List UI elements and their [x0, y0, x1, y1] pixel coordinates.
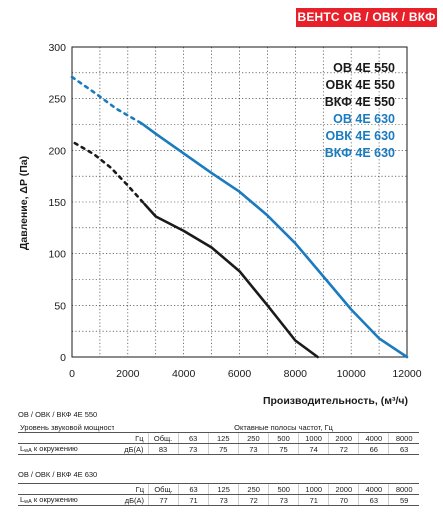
hz-unit: Гц: [114, 432, 148, 444]
y-tick-label: 150: [48, 197, 66, 209]
freq-header: 8000: [388, 432, 419, 444]
series-line-630-dashed: [70, 75, 144, 125]
noise-table-630: Гц Общ. 63 125 250 500 1000 2000 4000 80…: [18, 483, 419, 506]
y-tick-label: 250: [48, 94, 66, 106]
table-550-title: ОВ / ОВК / ВКФ 4E 550: [18, 410, 98, 419]
table-cell: 73: [177, 443, 209, 455]
x-tick-labels: 0 2000 4000 6000 8000 10000 12000: [69, 368, 422, 380]
table-cell: 75: [267, 443, 299, 455]
table-cell: 71: [298, 494, 329, 506]
freq-header: 63: [178, 483, 209, 495]
table-cell: 70: [328, 494, 359, 506]
noise-table-550: Уровень звуковой мощности Октавные полос…: [18, 422, 419, 455]
x-tick-label: 4000: [172, 368, 196, 380]
y-tick-labels: 0 50 100 150 200 250 300: [48, 42, 66, 364]
y-tick-label: 0: [60, 352, 66, 364]
table-cell: 77: [147, 494, 179, 506]
total-header: Общ.: [147, 483, 179, 495]
table-cell: 71: [178, 494, 209, 506]
table-630-title: ОВ / ОВК / ВКФ 4E 630: [18, 470, 98, 479]
y-tick-label: 100: [48, 249, 66, 261]
x-tick-label: 12000: [392, 368, 421, 380]
freq-header: 250: [237, 432, 269, 444]
table-cell: 73: [268, 494, 299, 506]
lwa-label: LwA к окружению: [18, 494, 114, 506]
table-cell: 63: [388, 443, 419, 455]
row-label: Уровень звуковой мощности: [20, 422, 114, 432]
total-header: Общ.: [147, 432, 179, 444]
legend-entry: ВКФ 4E 550: [325, 95, 395, 109]
lwa-label: LwA к окружению: [18, 443, 114, 455]
x-tick-label: 6000: [228, 368, 252, 380]
hz-unit: Гц: [114, 483, 149, 495]
lwa-unit: дБ(А): [114, 494, 149, 506]
performance-chart: 0 2000 4000 6000 8000 10000 12000 0 50 100 150 200…: [18, 42, 422, 407]
freq-header: 125: [208, 483, 239, 495]
table-cell: 83: [147, 443, 179, 455]
legend: ОВ 4E 550 ОВК 4E 550 ВКФ 4E 550 ОВ 4E 630 ОВ…: [325, 61, 395, 160]
freq-header: 4000: [358, 432, 389, 444]
series-header-tag: ВЕНТС ОВ / ОВК / ВКФ: [296, 8, 437, 27]
legend-entry: ОВК 4E 630: [326, 129, 396, 143]
table-cell: 73: [237, 443, 269, 455]
legend-entry: ВКФ 4E 630: [325, 146, 395, 160]
table-cell: 66: [358, 443, 389, 455]
table-cell: 72: [238, 494, 269, 506]
series-line-630: [140, 122, 409, 359]
freq-header: 2000: [328, 432, 359, 444]
y-tick-label: 200: [48, 145, 66, 157]
x-axis-label: Производительность, (м³/ч): [263, 395, 408, 407]
legend-entry: ОВК 4E 550: [326, 78, 396, 92]
x-tick-label: 2000: [116, 368, 140, 380]
table-cell: 63: [358, 494, 389, 506]
legend-entry: ОВ 4E 630: [333, 112, 395, 126]
band-label: Октавные полосы частот, Гц: [234, 422, 333, 432]
y-tick-label: 300: [48, 42, 66, 54]
freq-header: 250: [238, 483, 269, 495]
table-cell: 59: [388, 494, 419, 506]
y-tick-label: 50: [54, 300, 66, 312]
x-tick-label: 8000: [284, 368, 308, 380]
table-cell: 73: [208, 494, 239, 506]
grid: [72, 47, 407, 357]
freq-header: 1000: [298, 483, 329, 495]
table-cell: 75: [207, 443, 239, 455]
table-cell: 72: [328, 443, 359, 455]
freq-header: 4000: [358, 483, 389, 495]
legend-entry: ОВ 4E 550: [333, 61, 395, 75]
freq-header: 63: [177, 432, 209, 444]
freq-header: 125: [207, 432, 239, 444]
x-tick-label: 10000: [337, 368, 366, 380]
series-line-550-dashed: [73, 141, 146, 206]
freq-header: 2000: [328, 483, 359, 495]
freq-header: 500: [268, 483, 299, 495]
freq-header: 8000: [388, 483, 419, 495]
series-lines: [70, 75, 409, 359]
x-tick-label: 0: [69, 368, 75, 380]
y-axis-label: Давление, ΔP (Па): [18, 156, 30, 250]
series-line-550: [143, 202, 320, 359]
lwa-unit: дБ(А): [114, 443, 148, 455]
table-cell: 74: [298, 443, 329, 455]
freq-header: 1000: [298, 432, 329, 444]
freq-header: 500: [267, 432, 299, 444]
